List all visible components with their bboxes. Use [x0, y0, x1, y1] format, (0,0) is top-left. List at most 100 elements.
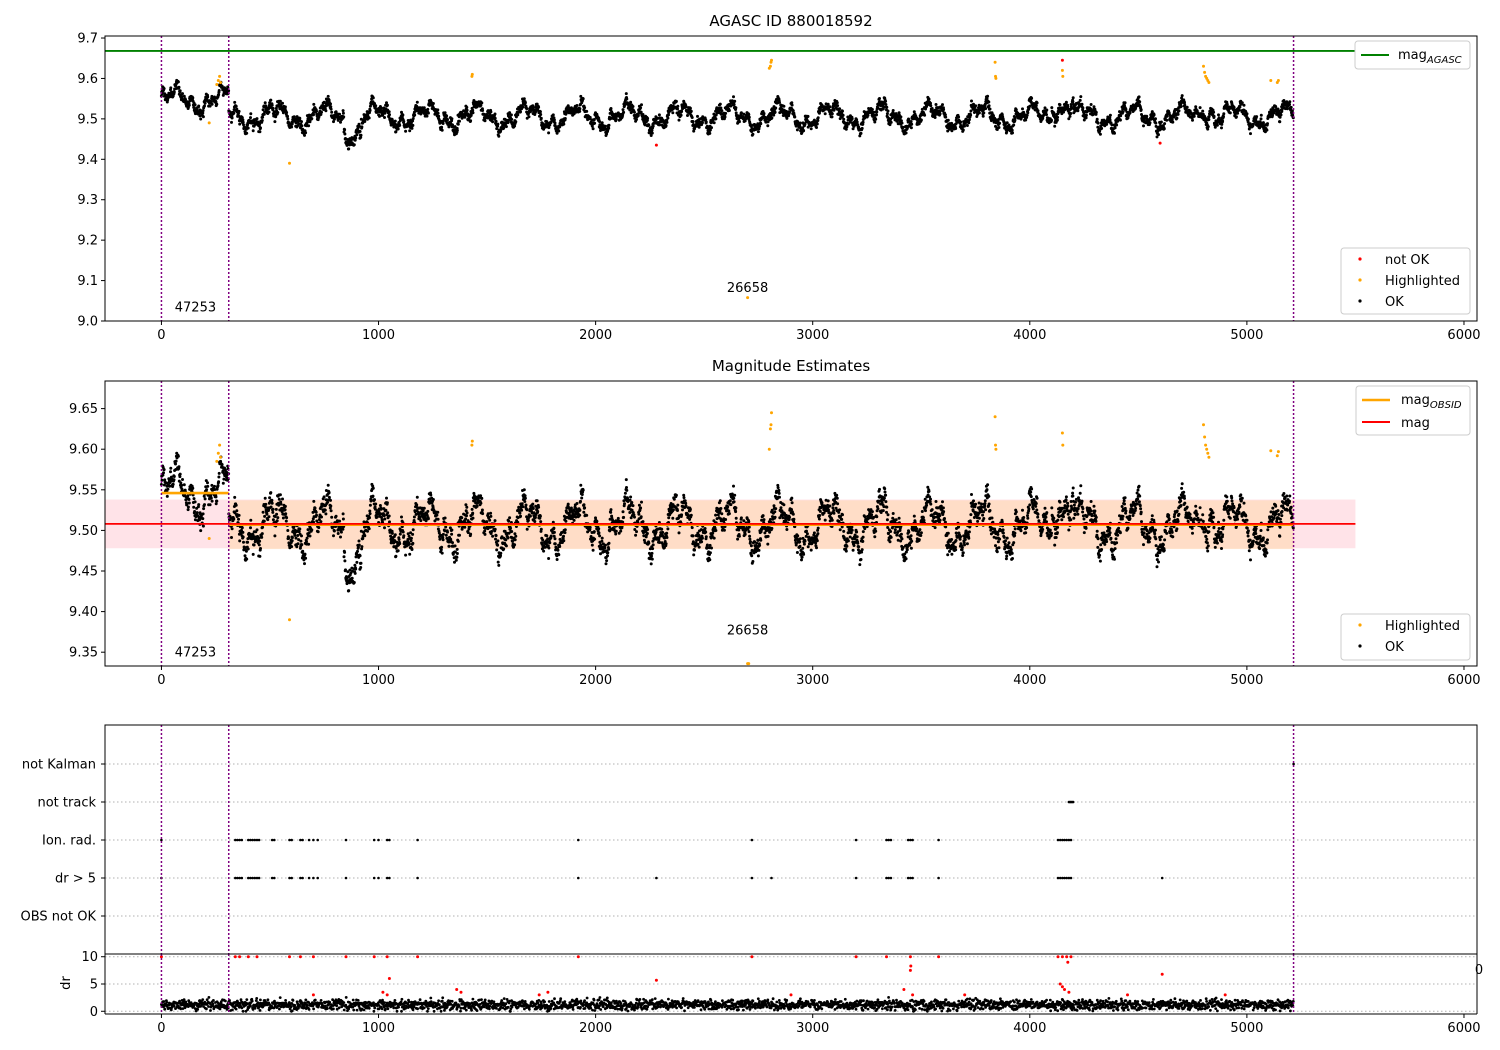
ok-point [339, 120, 342, 124]
ok-point [1234, 115, 1238, 119]
ok-point [216, 484, 220, 488]
ok-point [1183, 103, 1187, 107]
ok-point [206, 481, 209, 485]
ok-point [718, 102, 722, 106]
ok-point [1221, 119, 1225, 123]
ok-point [479, 103, 483, 107]
ok-point [260, 532, 264, 536]
ok-point [629, 100, 633, 104]
ok-point [1259, 113, 1263, 117]
ok-point [264, 104, 268, 108]
highlighted-point [207, 121, 211, 125]
ok-point [1237, 108, 1241, 112]
ok-point [967, 121, 971, 125]
ok-point [275, 512, 279, 516]
ok-point [411, 119, 415, 123]
ok-point [201, 115, 205, 119]
ok-point [443, 516, 447, 520]
ok-point [215, 102, 219, 106]
ok-point [1094, 110, 1098, 114]
panel1-legend-lower: not OK Highlighted OK [1340, 247, 1471, 315]
ok-point [1035, 101, 1039, 105]
legend-label-not-ok: not OK [1385, 253, 1430, 268]
ok-point [411, 123, 415, 127]
not-ok-point [654, 143, 658, 147]
ok-point [762, 112, 766, 115]
ok-point [242, 540, 245, 544]
ok-point [203, 503, 206, 507]
ok-point [455, 547, 459, 551]
ok-point [639, 106, 643, 110]
ok-point [455, 128, 459, 132]
ok-point [747, 115, 751, 119]
ok-point [409, 536, 413, 540]
ok-point [933, 116, 937, 119]
ok-point [1071, 96, 1075, 100]
ok-point [385, 496, 388, 500]
ok-point [230, 120, 233, 124]
ok-point [312, 113, 315, 117]
ok-point [264, 502, 268, 506]
ok-point [547, 126, 551, 130]
ok-point [411, 117, 415, 121]
ok-point [1288, 100, 1292, 104]
ok-point [394, 130, 398, 134]
ok-point [240, 526, 244, 530]
legend-label-ok: OK [1385, 295, 1404, 310]
ok-point [585, 109, 589, 113]
ok-point [261, 108, 265, 112]
panel1-legend-upper: magAGASC [1354, 40, 1471, 70]
ok-point [1050, 118, 1053, 122]
ok-point [203, 104, 206, 108]
ok-point [269, 491, 273, 495]
ok-point [201, 517, 205, 521]
ok-point [1105, 122, 1109, 126]
ok-point [177, 85, 181, 89]
ok-point [886, 109, 890, 113]
ok-point [295, 545, 299, 549]
highlighted-point [1060, 68, 1064, 72]
ok-point [300, 543, 304, 547]
ok-point [303, 133, 306, 137]
ok-point [465, 511, 469, 515]
ok-point [665, 120, 669, 124]
ok-point [217, 475, 221, 479]
ok-point [415, 503, 419, 507]
ok-point [358, 554, 362, 558]
ok-point [202, 507, 206, 511]
ok-point [402, 120, 406, 123]
ok-point [1212, 110, 1216, 114]
ok-point [1154, 121, 1158, 125]
ok-point [249, 526, 252, 530]
ok-point [1026, 111, 1030, 115]
ok-point [845, 125, 849, 129]
ok-point [491, 120, 495, 124]
ok-point [816, 119, 820, 122]
ok-point [598, 120, 602, 124]
ok-point [303, 552, 307, 556]
ok-point [720, 109, 724, 113]
ok-point [378, 114, 381, 118]
ok-point [290, 545, 294, 549]
ok-point [279, 502, 283, 506]
ok-point [809, 127, 813, 131]
ok-point [368, 503, 372, 507]
ok-point [842, 117, 846, 121]
ok-point [889, 120, 893, 124]
ok-point [240, 116, 244, 120]
ok-point [1076, 109, 1080, 113]
ok-point [1079, 95, 1083, 99]
ok-point [835, 101, 839, 105]
ok-point [412, 515, 416, 519]
ok-point [343, 128, 347, 132]
ok-point [450, 117, 454, 121]
ok-point [327, 98, 331, 102]
ok-point [690, 116, 694, 119]
ok-point [778, 100, 781, 104]
ok-point [774, 106, 778, 110]
ok-point [326, 500, 330, 504]
ok-point [841, 113, 845, 117]
ok-point [339, 535, 342, 539]
x-tick-label: 6000 [1447, 328, 1480, 343]
panel-magnitude-estimates: Magnitude Estimates 9.359.409.459.509.55… [69, 357, 1480, 688]
